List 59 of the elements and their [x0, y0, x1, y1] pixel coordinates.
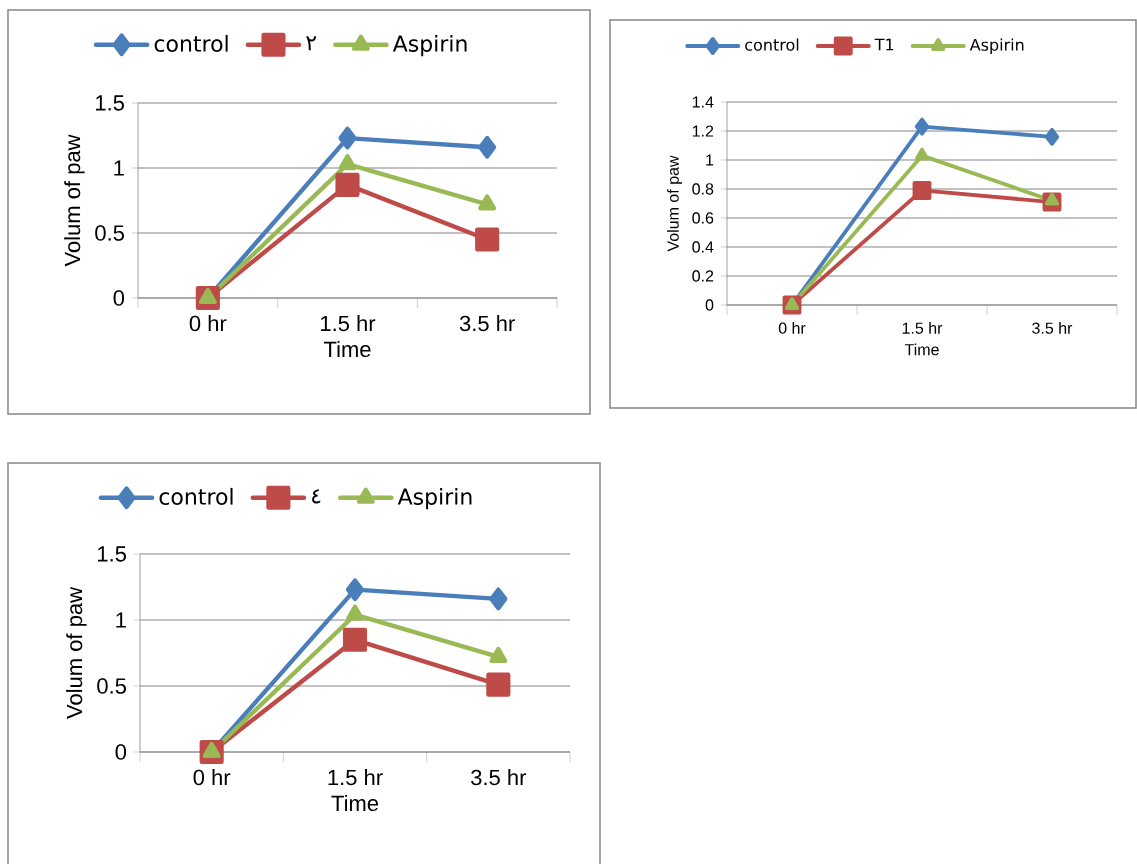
x-tick-label: 1.5 hr: [902, 322, 943, 334]
x-tick-label: 0 hr: [778, 322, 806, 334]
y-tick-label: 0.5: [95, 225, 124, 241]
point: [342, 627, 368, 652]
legend-label: ٤: [312, 489, 321, 504]
point: [486, 672, 511, 697]
x-tick-label: 0 hr: [193, 769, 231, 786]
y-tick-label: 1.5: [98, 546, 126, 562]
point: [914, 117, 930, 136]
y-axis-title: Volum of paw: [667, 155, 682, 252]
y-tick-label: 0.5: [97, 678, 126, 694]
point: [784, 297, 800, 310]
x-tick-label: 3.5 hr: [471, 769, 527, 786]
y-tick-label: 0: [115, 744, 127, 760]
y-axis-title: Volum of paw: [66, 586, 87, 719]
point: [489, 587, 508, 611]
point: [198, 287, 217, 305]
x-tick-label: 3.5 hr: [459, 315, 515, 332]
y-axis-title: Volum of paw: [64, 134, 85, 267]
point: [1044, 127, 1060, 146]
x-axis-title: Time: [904, 343, 939, 356]
legend-label: Aspirin: [392, 34, 467, 57]
x-axis-title: Time: [331, 794, 379, 812]
point: [338, 126, 357, 150]
point: [202, 741, 221, 759]
point: [478, 194, 497, 211]
point: [345, 578, 365, 602]
y-tick-label: 0.8: [692, 183, 714, 195]
legend-label: control: [159, 487, 233, 505]
y-tick-label: 0.2: [692, 270, 714, 282]
x-tick-label: 1.5 hr: [321, 315, 376, 332]
point: [489, 646, 508, 664]
y-tick-label: 0.6: [692, 212, 714, 224]
y-tick-label: 1.4: [692, 96, 714, 108]
point: [475, 227, 500, 252]
x-tick-label: 3.5 hr: [1032, 322, 1073, 334]
legend-label: control: [745, 38, 799, 51]
x-tick-label: 0 hr: [189, 315, 227, 332]
x-tick-label: 1.5 hr: [328, 769, 383, 786]
y-tick-label: 1: [706, 154, 714, 166]
y-tick-label: 0: [113, 290, 125, 306]
y-tick-label: 0: [705, 299, 714, 311]
y-tick-label: 1: [116, 612, 126, 628]
y-tick-label: 1: [114, 160, 124, 176]
y-tick-label: 1.2: [692, 125, 714, 137]
legend-label: T1: [874, 38, 894, 51]
legend-label: Aspirin: [397, 487, 472, 510]
point: [1044, 192, 1060, 206]
point: [335, 172, 360, 197]
point: [338, 154, 357, 171]
legend-label: Aspirin: [969, 38, 1024, 54]
x-axis-title: Time: [323, 340, 371, 358]
point: [912, 181, 932, 200]
legend-label: ٢: [306, 36, 317, 51]
point: [914, 147, 930, 161]
legend-label: control: [154, 34, 228, 52]
point: [478, 135, 497, 159]
y-tick-label: 0.4: [692, 241, 714, 253]
y-tick-label: 1.5: [96, 95, 124, 111]
